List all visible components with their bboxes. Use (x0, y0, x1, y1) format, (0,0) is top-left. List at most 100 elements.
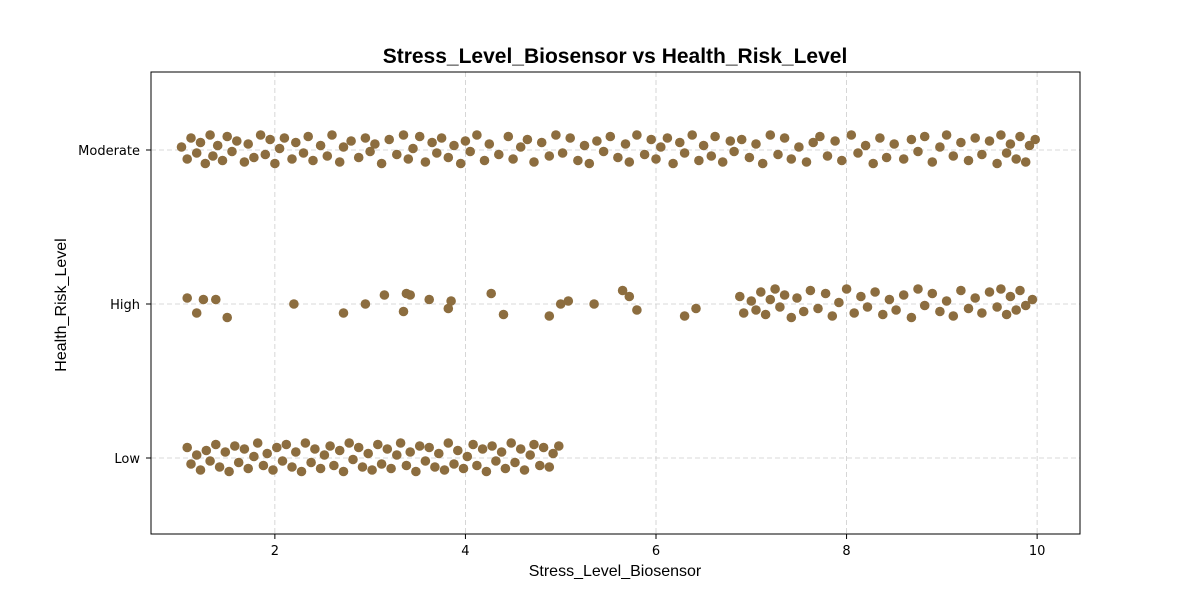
scatter-point (376, 459, 387, 469)
scatter-point (1020, 300, 1031, 311)
scatter-point (338, 308, 349, 318)
scatter-point (963, 303, 974, 314)
scatter-point (281, 439, 292, 450)
scatter-point (455, 158, 466, 169)
scatter-point (287, 154, 297, 164)
scatter-point (327, 130, 337, 140)
scatter-point (675, 137, 685, 148)
scatter-point (224, 466, 234, 477)
scatter-point (563, 296, 574, 306)
scatter-point (815, 131, 825, 142)
scatter-point (613, 152, 623, 163)
scatter-point (1027, 294, 1038, 305)
scatter-point (834, 297, 844, 308)
scatter-point (557, 148, 568, 158)
scatter-point (376, 158, 387, 169)
scatter-point (191, 450, 202, 460)
scatter-point (786, 312, 797, 323)
scatter-point (214, 462, 225, 472)
scatter-point (725, 136, 736, 146)
scatter-point (289, 299, 299, 309)
scatter-point (687, 130, 697, 140)
scatter-point (468, 439, 478, 450)
scatter-point (310, 444, 320, 454)
scatter-point (632, 130, 642, 140)
scatter-point (941, 296, 952, 306)
scatter-point (1001, 309, 1012, 320)
scatter-point (484, 139, 495, 149)
scatter-point (624, 157, 635, 167)
scatter-point (436, 133, 447, 143)
y-axis-ticks: Low High Moderate (78, 144, 151, 467)
scatter-point (935, 306, 945, 317)
scatter-point (508, 154, 518, 164)
scatter-point (186, 459, 196, 469)
scatter-point (515, 444, 526, 454)
scatter-point (735, 291, 745, 302)
scatter-point (217, 155, 228, 166)
scatter-point (477, 444, 488, 454)
scatter-point (272, 442, 282, 453)
scatter-point (227, 146, 237, 157)
scatter-point (353, 152, 364, 163)
scatter-point (298, 148, 309, 158)
scatter-point (291, 447, 301, 457)
scatter-point (258, 460, 269, 471)
scatter-point (498, 309, 509, 320)
scatter-point (639, 149, 650, 160)
y-tick-label: Low (114, 452, 140, 467)
scatter-point (522, 134, 533, 145)
scatter-point (970, 133, 980, 143)
scatter-point (554, 441, 564, 451)
scatter-point (443, 438, 454, 448)
scatter-point (424, 294, 435, 305)
scatter-point (977, 308, 987, 318)
scatter-point (878, 309, 888, 320)
scatter-point (262, 448, 273, 459)
scatter-point (367, 465, 377, 475)
scatter-point (472, 460, 482, 471)
scatter-point (822, 151, 833, 161)
scatter-point (472, 130, 482, 140)
scatter-point (919, 300, 930, 311)
scatter-point (420, 456, 431, 466)
scatter-point (1020, 157, 1031, 167)
scatter-point (1011, 154, 1021, 164)
scatter-point (205, 456, 215, 466)
scatter-point (300, 438, 311, 448)
scatter-point (1024, 140, 1035, 151)
scatter-point (760, 309, 771, 320)
scatter-point (182, 293, 192, 303)
scatter-point (360, 299, 371, 309)
scatter-point (773, 149, 783, 160)
scatter-point (370, 139, 380, 149)
scatter-point (706, 151, 717, 161)
scatter-point (265, 134, 275, 145)
scatter-point (813, 303, 823, 314)
scatter-point (779, 133, 790, 143)
scatter-point (346, 136, 356, 146)
scatter-point (239, 157, 250, 167)
scatter-point (996, 284, 1006, 294)
scatter-point (405, 290, 416, 300)
scatter-point (898, 154, 909, 164)
y-tick-label: High (110, 298, 140, 313)
scatter-point (303, 131, 314, 142)
scatter-point (338, 466, 349, 477)
scatter-point (679, 311, 690, 321)
scatter-point (443, 152, 454, 163)
scatter-point (646, 134, 656, 145)
scatter-point (870, 287, 880, 297)
scatter-point (786, 154, 797, 164)
scatter-point (830, 136, 840, 146)
scatter-point (779, 290, 790, 300)
scatter-point (424, 442, 435, 453)
scatter-point (538, 442, 549, 453)
scatter-point (875, 133, 885, 143)
scatter-point (792, 293, 802, 303)
scatter-point (551, 130, 561, 140)
scatter-point (862, 302, 873, 312)
scatter-point (519, 465, 530, 475)
scatter-point (1015, 285, 1025, 296)
scatter-point (494, 149, 504, 160)
